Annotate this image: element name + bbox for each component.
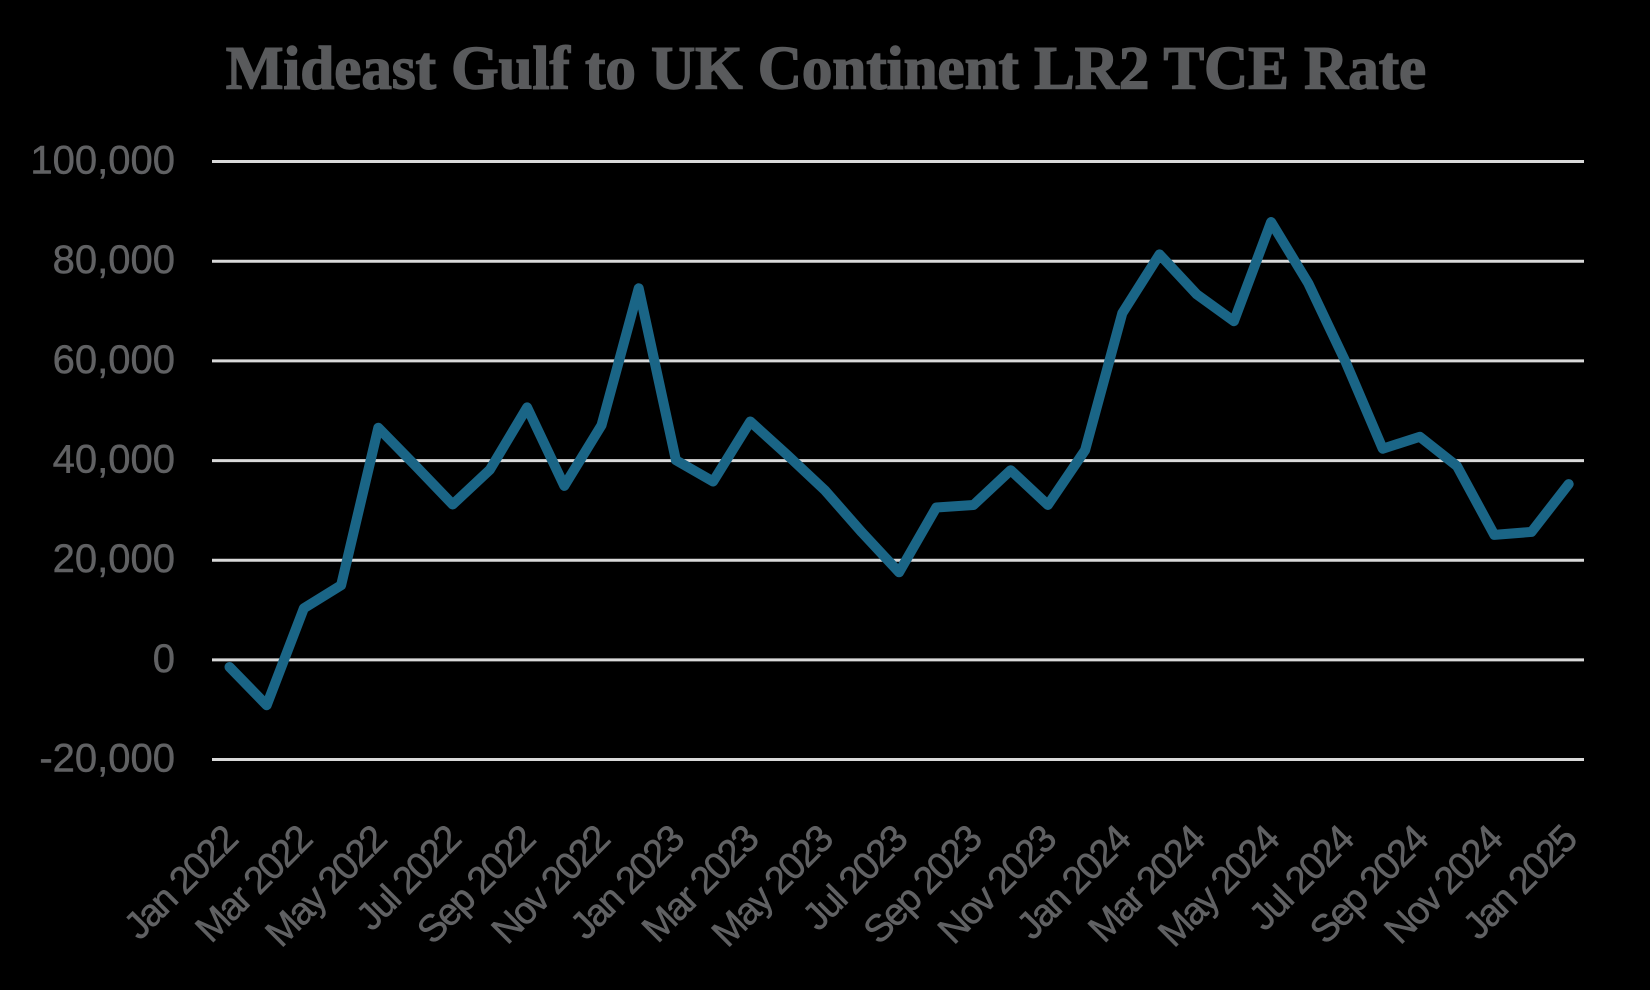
svg-text:Mideast Gulf to UK Continent L: Mideast Gulf to UK Continent LR2 TCE Rat… <box>226 36 1426 103</box>
svg-text:0: 0 <box>153 637 175 681</box>
svg-text:-20,000: -20,000 <box>39 737 175 781</box>
svg-text:60,000: 60,000 <box>53 338 175 382</box>
svg-text:100,000: 100,000 <box>30 139 175 183</box>
svg-text:40,000: 40,000 <box>53 438 175 482</box>
svg-text:20,000: 20,000 <box>53 537 175 581</box>
svg-text:80,000: 80,000 <box>53 238 175 282</box>
